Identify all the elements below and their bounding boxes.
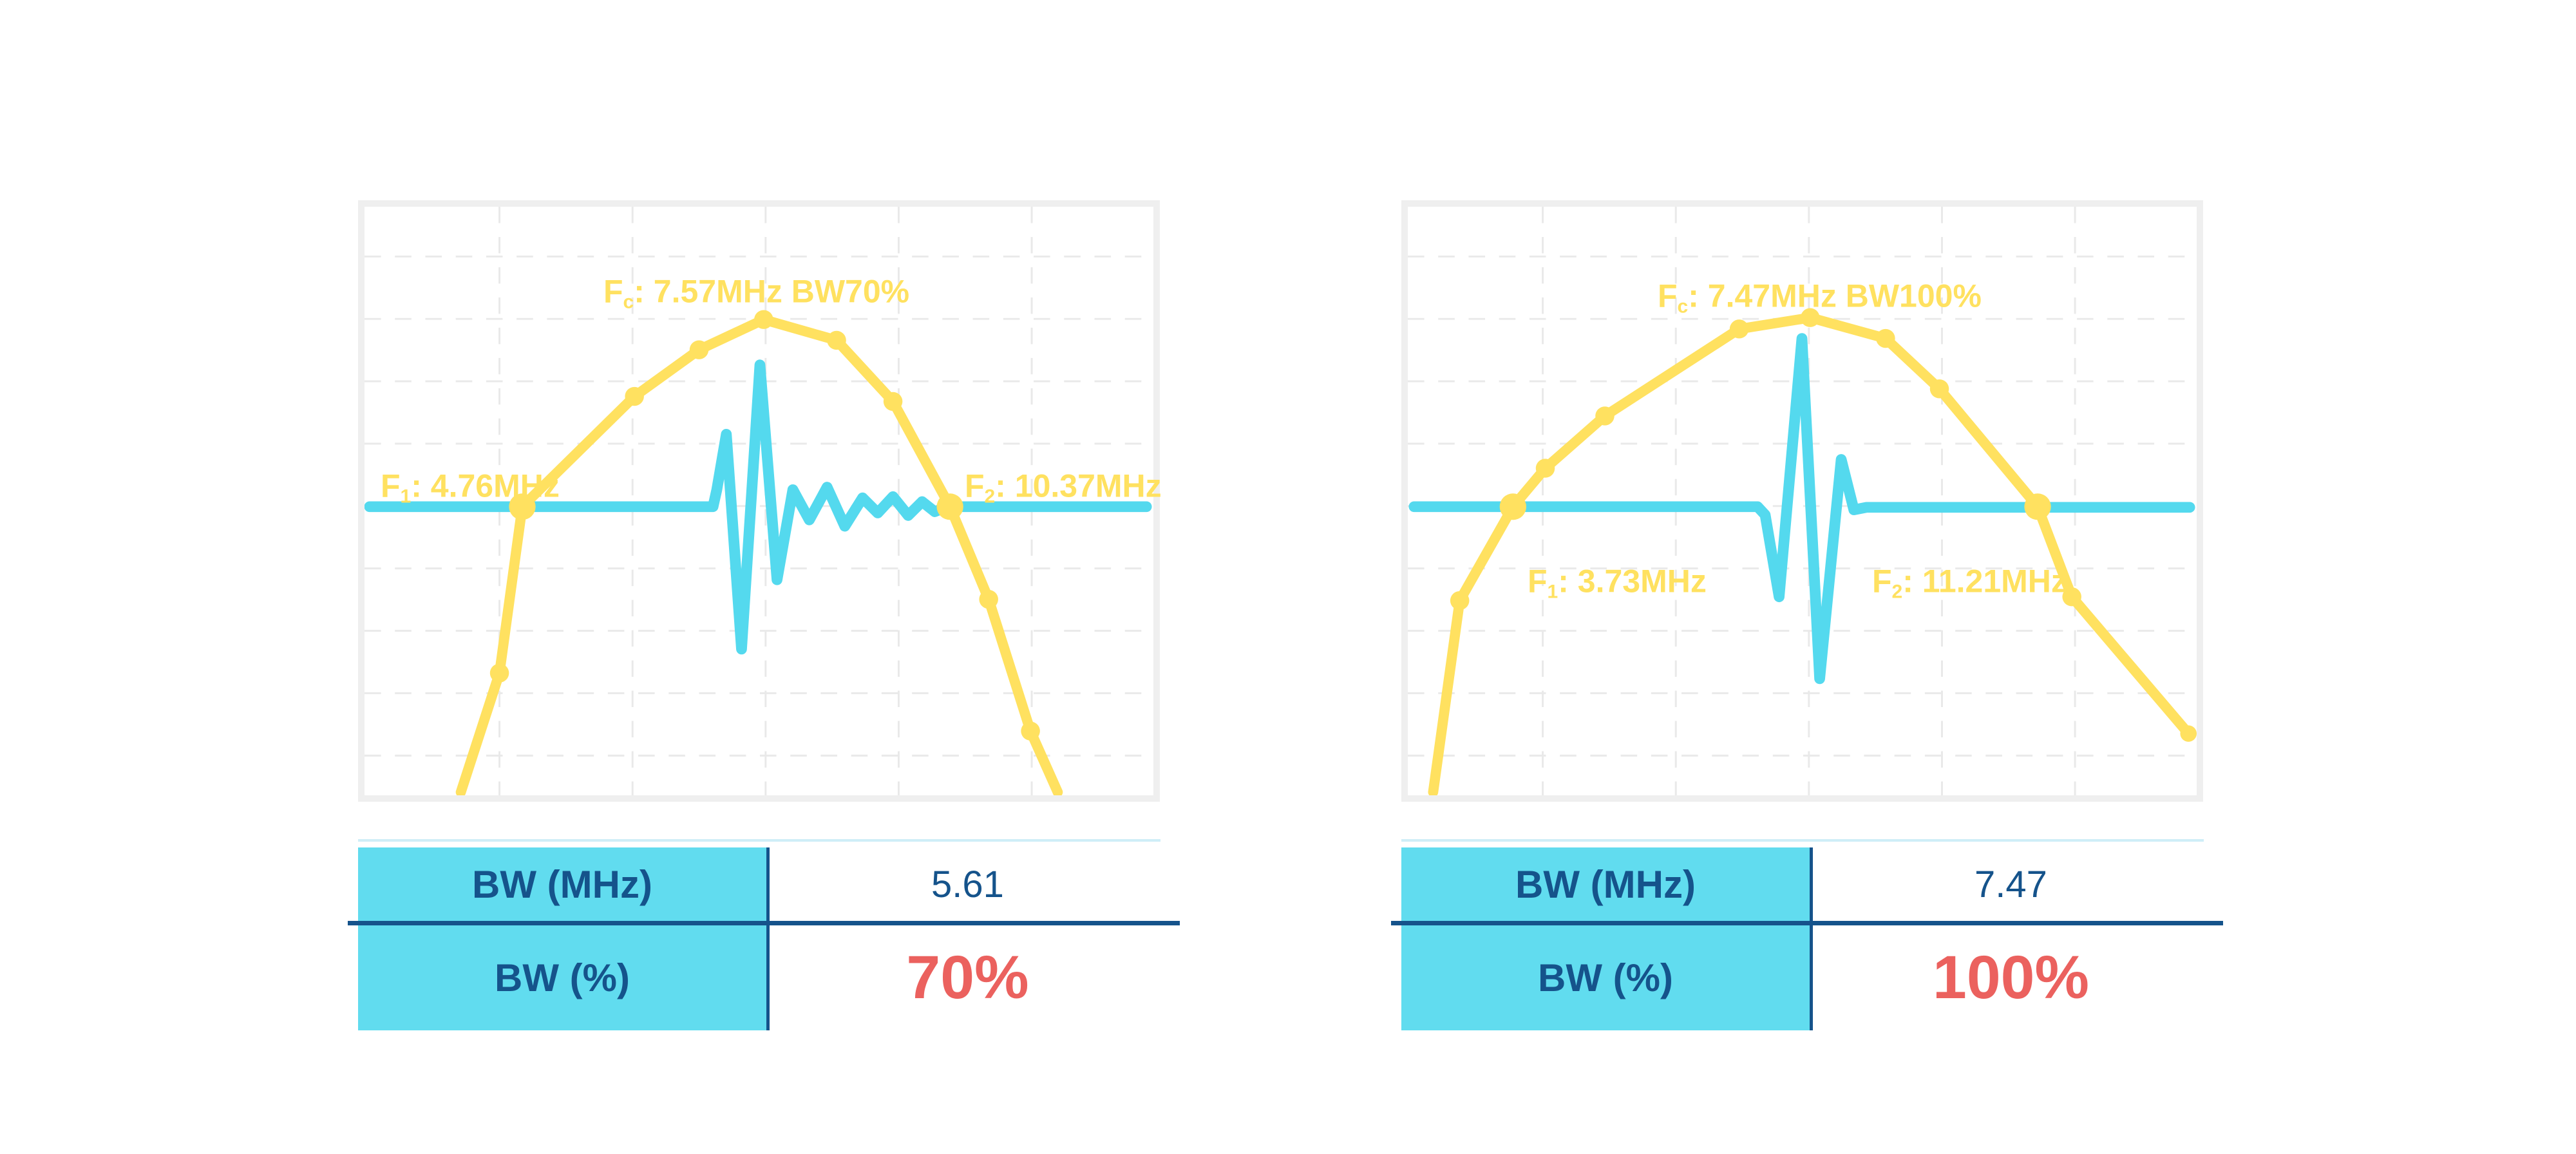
bw-pct-label-cell: BW (%)	[1401, 925, 1810, 1030]
spectrum-pulse-chart-70	[365, 207, 1153, 795]
f1-annotation-prefix: F	[381, 468, 401, 504]
table-top-divider	[1401, 839, 2204, 842]
bandwidth-edge-marker	[936, 493, 963, 520]
f2-annotation: F2: 11.21MHz	[1872, 565, 2067, 602]
f2-annotation-prefix: F	[1872, 563, 1892, 600]
spectrum-pulse-chart-100	[1408, 207, 2197, 795]
table-row-divider	[348, 921, 1180, 925]
f2-annotation-prefix: F	[965, 468, 985, 504]
fc-annotation-text: : 7.47MHz BW100%	[1688, 278, 1982, 314]
bandwidth-edge-marker	[2024, 493, 2051, 520]
f1-annotation-prefix: F	[1528, 563, 1548, 600]
spectrum-marker	[1801, 308, 1820, 327]
spectrum-marker	[625, 386, 644, 406]
f1-annotation-text: : 4.76MHz	[411, 468, 560, 504]
bw-mhz-label: BW (MHz)	[472, 862, 652, 906]
spectrum-marker	[1729, 319, 1749, 339]
spectrum-marker	[1535, 459, 1555, 478]
spectrum-marker	[979, 589, 998, 609]
table-row-divider	[1391, 921, 2223, 925]
spectrum-marker	[689, 340, 709, 359]
f1-annotation-sub: 1	[400, 486, 412, 507]
f2-annotation: F2: 10.37MHz	[965, 470, 1162, 507]
bw-mhz-value: 7.47	[1975, 863, 2047, 905]
bw-mhz-value-cell: 7.47	[1813, 847, 2209, 921]
f1-annotation-sub: 1	[1547, 581, 1558, 603]
fc-annotation-sub: c	[623, 291, 634, 313]
pulse-waveform	[365, 359, 1152, 655]
bw-pct-value: 70%	[906, 943, 1029, 1012]
fc-annotation-prefix: F	[603, 273, 623, 310]
chart-panel-bw70: Fc: 7.57MHz BW70% F1: 4.76MHz F2: 10.37M…	[358, 200, 1162, 802]
bw-pct-label: BW (%)	[495, 956, 630, 999]
f2-annotation-sub: 2	[984, 486, 996, 507]
table-top-divider	[358, 839, 1160, 842]
bw-pct-label-cell: BW (%)	[358, 925, 766, 1030]
bw-pct-value-cell: 70%	[770, 925, 1166, 1030]
bw-mhz-label-cell: BW (MHz)	[358, 847, 766, 921]
table-label-column	[358, 847, 766, 1030]
fc-annotation-text: : 7.57MHz BW70%	[634, 273, 910, 310]
spectrum-marker	[1450, 591, 1470, 610]
bw-mhz-label-cell: BW (MHz)	[1401, 847, 1810, 921]
bw-pct-label: BW (%)	[1538, 956, 1673, 999]
table-vertical-divider	[766, 847, 770, 1030]
spectrum-curve	[1428, 312, 2194, 795]
fc-annotation: Fc: 7.57MHz BW70%	[603, 276, 909, 312]
spectrum-marker	[754, 310, 773, 329]
spectrum-marker	[2062, 587, 2081, 607]
table-vertical-divider	[1810, 847, 1813, 1030]
bw-mhz-value-cell: 5.61	[770, 847, 1166, 921]
f2-annotation-text: : 11.21MHz	[1902, 563, 2067, 600]
fc-annotation-sub: c	[1677, 296, 1689, 317]
spectrum-marker	[1595, 406, 1615, 426]
bw-pct-value-cell: 100%	[1813, 925, 2209, 1030]
table-label-column	[1401, 847, 1810, 1030]
spectrum-end-marker	[2180, 725, 2197, 742]
bandwidth-table-70: BW (MHz) 5.61 BW (%) 70%	[348, 839, 1180, 1030]
fc-annotation: Fc: 7.47MHz BW100%	[1658, 280, 1982, 317]
f2-annotation-sub: 2	[1891, 581, 1903, 603]
bw-mhz-label: BW (MHz)	[1515, 862, 1696, 906]
spectrum-marker	[827, 330, 846, 350]
f1-annotation-text: : 3.73MHz	[1558, 563, 1707, 600]
bw-pct-value: 100%	[1933, 943, 2089, 1012]
f2-annotation-text: : 10.37MHz	[995, 468, 1162, 504]
bandwidth-edge-marker	[1499, 493, 1526, 520]
spectrum-curve	[455, 314, 1063, 795]
spectrum-marker	[1929, 379, 1949, 399]
bw-mhz-value: 5.61	[931, 863, 1004, 905]
fc-annotation-prefix: F	[1658, 278, 1678, 314]
f1-annotation: F1: 4.76MHz	[381, 470, 560, 507]
f1-annotation: F1: 3.73MHz	[1528, 565, 1707, 602]
pulse-waveform	[1408, 333, 2195, 685]
spectrum-marker	[1876, 328, 1895, 348]
chart-panel-bw100: Fc: 7.47MHz BW100% F1: 3.73MHz F2: 11.21…	[1401, 200, 2203, 802]
spectrum-marker	[489, 663, 509, 683]
spectrum-marker	[883, 392, 903, 411]
bandwidth-table-100: BW (MHz) 7.47 BW (%) 100%	[1391, 839, 2223, 1030]
spectrum-marker	[1021, 721, 1040, 741]
bandwidth-edge-marker	[509, 493, 536, 520]
